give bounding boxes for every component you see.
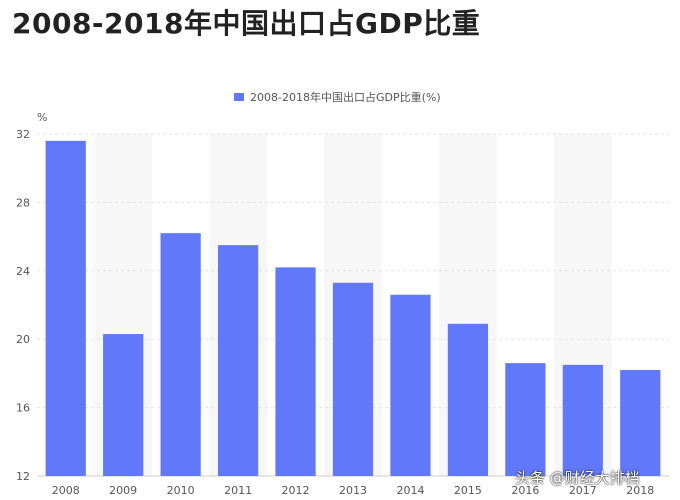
x-tick-label: 2008 [52, 484, 80, 497]
y-tick-label: 24 [16, 265, 30, 278]
y-tick-label: 12 [16, 470, 30, 483]
x-tick-label: 2009 [109, 484, 137, 497]
x-tick-label: 2012 [282, 484, 310, 497]
bar [620, 369, 661, 476]
y-tick-label: 20 [16, 333, 30, 346]
y-axis-label: % [37, 111, 47, 124]
watermark: 头条 @财经大排档 [515, 469, 640, 487]
x-tick-label: 2013 [339, 484, 367, 497]
legend-label: 2008-2018年中国出口占GDP比重(%) [250, 91, 441, 104]
x-tick-label: 2018 [626, 484, 654, 497]
x-tick-label: 2016 [511, 484, 539, 497]
bar [390, 294, 431, 476]
bar [160, 233, 201, 476]
bar [332, 282, 374, 476]
x-tick-label: 2014 [396, 484, 424, 497]
y-tick-label: 16 [16, 402, 30, 415]
bar [45, 140, 86, 476]
chart-legend[interactable]: 2008-2018年中国出口占GDP比重(%) [234, 89, 441, 105]
y-tick-label: 32 [16, 128, 30, 141]
legend-swatch [234, 93, 244, 101]
bar [447, 323, 489, 476]
x-tick-label: 2011 [224, 484, 252, 497]
bar [275, 267, 316, 476]
x-tick-label: 2010 [167, 484, 195, 497]
page-title: 2008-2018年中国出口占GDP比重 [12, 7, 481, 40]
bar [103, 334, 144, 476]
y-tick-label: 28 [16, 196, 30, 209]
x-tick-label: 2015 [454, 484, 482, 497]
bar [505, 363, 546, 476]
bar [217, 245, 259, 476]
x-tick-label: 2017 [569, 484, 597, 497]
bar [562, 364, 603, 476]
